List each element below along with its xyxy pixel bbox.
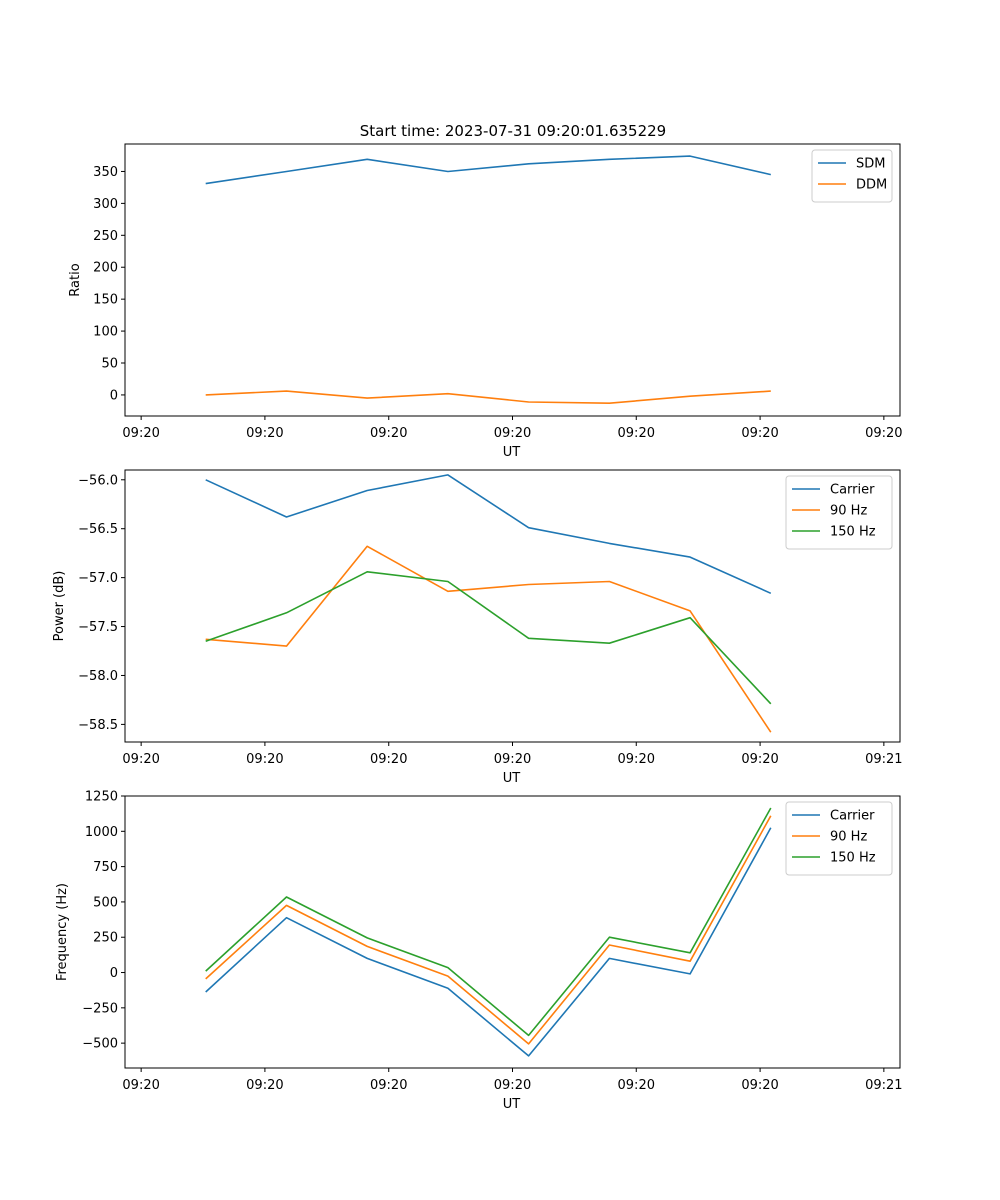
x-tick-label: 09:20 xyxy=(618,752,655,767)
x-tick-label: 09:20 xyxy=(865,426,902,441)
legend-label: 150 Hz xyxy=(830,525,876,540)
series-line-carrier xyxy=(205,474,772,595)
x-tick-label: 09:20 xyxy=(122,1078,159,1093)
series-line-150-hz xyxy=(205,807,772,1037)
x-axis-label: UT xyxy=(503,771,521,786)
y-tick-label: 300 xyxy=(93,197,118,212)
panel-frequency: −500 −250 0 250 500 750 1000 1250 09:20 09:20 09:2… xyxy=(55,790,903,1113)
y-axis-label: Ratio xyxy=(68,263,83,296)
x-tick-label: 09:20 xyxy=(494,1078,531,1093)
y-tick-label: 250 xyxy=(93,931,118,946)
legend-label: Carrier xyxy=(830,483,875,498)
y-tick-label: 350 xyxy=(93,165,118,180)
legend-label: 90 Hz xyxy=(830,504,867,519)
x-tick-label: 09:20 xyxy=(370,426,407,441)
y-tick-label: 200 xyxy=(93,261,118,276)
y-tick-label: 250 xyxy=(93,229,118,244)
x-tick-label: 09:20 xyxy=(494,752,531,767)
x-tick-label: 09:20 xyxy=(370,752,407,767)
y-tick-label: −56.5 xyxy=(78,522,118,537)
y-tick-label: 1000 xyxy=(85,825,118,840)
x-tick-label: 09:20 xyxy=(122,752,159,767)
y-tick-label: −56.0 xyxy=(78,473,118,488)
y-tick-label: −58.5 xyxy=(78,718,118,733)
panel-ratio: 0 50 100 150 200 250 300 350 09:20 09:20 09:20 09:2… xyxy=(68,143,903,460)
y-tick-label: 100 xyxy=(93,325,118,340)
y-tick-label: 50 xyxy=(101,357,118,372)
series-line-sdm xyxy=(205,155,771,185)
x-tick-label: 09:20 xyxy=(741,426,778,441)
y-tick-label: 750 xyxy=(93,860,118,875)
series-line-150-hz xyxy=(205,570,772,705)
series-line-90-hz xyxy=(205,815,772,1045)
y-tick-label: 0 xyxy=(110,966,118,981)
legend-label: Carrier xyxy=(830,809,875,824)
axes-frame xyxy=(124,795,901,1069)
x-tick-label: 09:20 xyxy=(618,1078,655,1093)
y-tick-label: 0 xyxy=(110,388,118,403)
x-axis-label: UT xyxy=(503,445,521,460)
x-tick-label: 09:20 xyxy=(370,1078,407,1093)
series-line-ddm xyxy=(205,390,771,405)
legend-label: DDM xyxy=(856,178,887,193)
axes-frame xyxy=(124,469,901,743)
x-tick-label: 09:21 xyxy=(865,1078,902,1093)
x-tick-label: 09:20 xyxy=(618,426,655,441)
axes-frame xyxy=(124,143,901,417)
legend-label: 90 Hz xyxy=(830,830,867,845)
x-tick-label: 09:20 xyxy=(246,1078,283,1093)
figure-title: Start time: 2023-07-31 09:20:01.635229 xyxy=(360,122,666,140)
x-tick-label: 09:20 xyxy=(246,752,283,767)
y-tick-label: −57.5 xyxy=(78,620,118,635)
x-tick-label: 09:20 xyxy=(741,752,778,767)
y-axis-label: Power (dB) xyxy=(52,571,67,642)
y-tick-label: 1250 xyxy=(85,790,118,805)
series-line-90-hz xyxy=(205,545,772,733)
legend-label: 150 Hz xyxy=(830,851,876,866)
y-tick-label: −57.0 xyxy=(78,571,118,586)
x-tick-label: 09:20 xyxy=(246,426,283,441)
y-tick-label: 150 xyxy=(93,293,118,308)
y-tick-label: −500 xyxy=(82,1037,118,1052)
y-tick-label: −250 xyxy=(82,1001,118,1016)
y-axis-label: Frequency (Hz) xyxy=(55,883,70,981)
series-line-carrier xyxy=(205,827,772,1057)
panel-power: −58.5 −58.0 −57.5 −57.0 −56.5 −56.0 09:20 09:20… xyxy=(52,469,903,786)
legend-label: SDM xyxy=(856,157,885,172)
y-tick-label: 500 xyxy=(93,895,118,910)
x-tick-label: 09:20 xyxy=(741,1078,778,1093)
x-tick-label: 09:20 xyxy=(122,426,159,441)
x-tick-label: 09:21 xyxy=(865,752,902,767)
y-tick-label: −58.0 xyxy=(78,669,118,684)
x-axis-label: UT xyxy=(503,1097,521,1112)
x-tick-label: 09:20 xyxy=(494,426,531,441)
